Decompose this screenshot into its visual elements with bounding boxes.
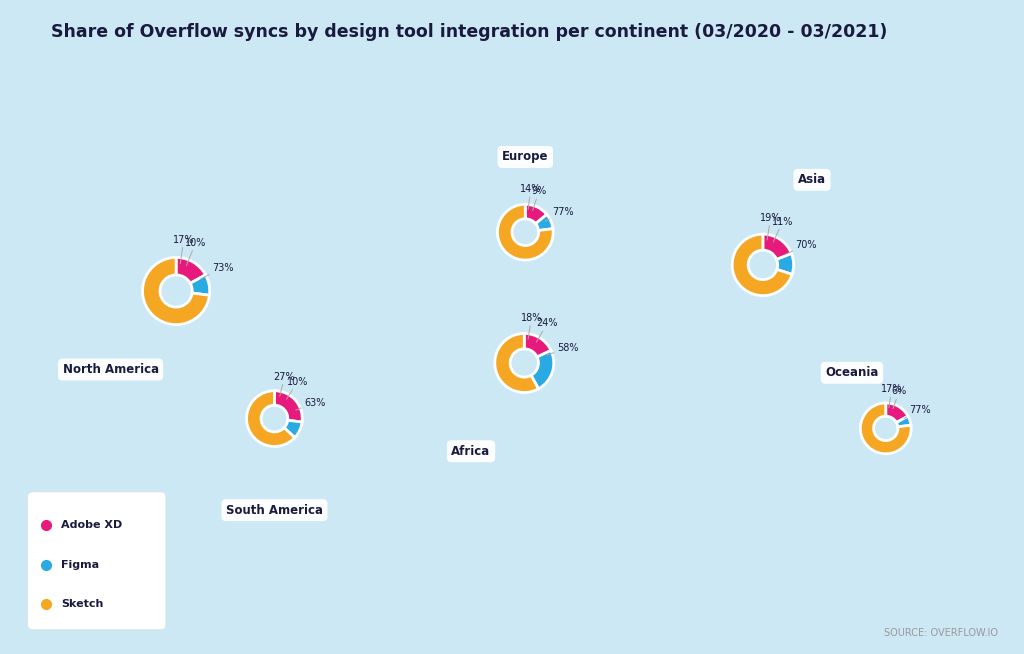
Text: 58%: 58% [547, 343, 579, 355]
Text: 73%: 73% [201, 263, 233, 279]
Wedge shape [142, 258, 210, 324]
Wedge shape [525, 204, 547, 224]
Text: 17%: 17% [881, 385, 902, 408]
Text: Oceania: Oceania [825, 366, 879, 379]
Text: North America: North America [62, 363, 159, 376]
Text: 77%: 77% [904, 405, 931, 419]
Text: South America: South America [226, 504, 323, 517]
Text: Africa: Africa [452, 445, 490, 458]
Wedge shape [176, 258, 206, 283]
Text: 14%: 14% [520, 184, 542, 209]
Wedge shape [531, 351, 554, 389]
Wedge shape [776, 254, 794, 275]
Text: 27%: 27% [273, 371, 295, 396]
Text: Share of Overflow syncs by design tool integration per continent (03/2020 - 03/2: Share of Overflow syncs by design tool i… [51, 23, 888, 41]
Wedge shape [524, 334, 551, 357]
Text: Asia: Asia [798, 173, 826, 186]
Wedge shape [763, 234, 792, 260]
Text: 24%: 24% [537, 318, 558, 342]
Wedge shape [495, 334, 539, 392]
Text: Sketch: Sketch [61, 599, 103, 609]
Wedge shape [190, 275, 210, 295]
Wedge shape [732, 234, 793, 296]
Text: 9%: 9% [531, 186, 547, 211]
Wedge shape [886, 403, 908, 422]
Text: 17%: 17% [173, 235, 195, 264]
Wedge shape [896, 416, 911, 427]
Text: 10%: 10% [287, 377, 308, 399]
Text: 19%: 19% [760, 213, 781, 240]
Wedge shape [498, 204, 553, 260]
Text: 11%: 11% [772, 216, 794, 242]
FancyBboxPatch shape [28, 492, 166, 630]
Wedge shape [536, 215, 553, 230]
Wedge shape [274, 390, 302, 422]
Text: Figma: Figma [61, 560, 99, 570]
Text: Europe: Europe [502, 150, 549, 164]
Wedge shape [247, 390, 295, 447]
Text: 18%: 18% [521, 313, 542, 339]
Text: 63%: 63% [296, 398, 326, 410]
Text: 6%: 6% [892, 387, 907, 409]
Text: SOURCE: OVERFLOW.IO: SOURCE: OVERFLOW.IO [885, 628, 998, 638]
Text: 77%: 77% [546, 207, 574, 221]
Wedge shape [860, 403, 911, 454]
Wedge shape [285, 421, 302, 438]
Text: 10%: 10% [185, 238, 206, 266]
Text: 70%: 70% [785, 240, 817, 254]
Text: Adobe XD: Adobe XD [61, 520, 122, 530]
